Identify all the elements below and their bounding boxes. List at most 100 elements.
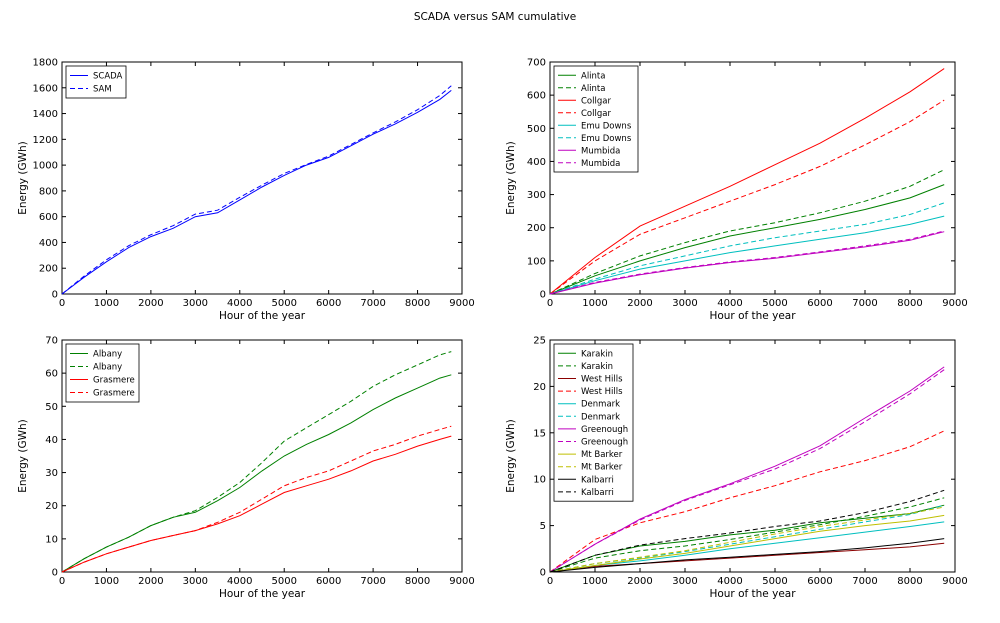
x-tick-label: 9000 [449,298,474,309]
y-tick-label: 100 [527,256,546,267]
series-line [549,184,945,295]
series-line [549,430,945,573]
x-tick-label: 2000 [138,298,163,309]
y-axis-label: Energy (GWh) [17,419,29,492]
y-tick-label: 15 [533,428,546,439]
series-line [549,514,945,573]
x-tick-label: 6000 [807,298,832,309]
x-tick-label: 7000 [360,298,385,309]
y-axis-label: Energy (GWh) [505,141,517,214]
x-tick-label: 6000 [316,576,341,587]
x-tick-label: 0 [547,298,553,309]
series-line [549,68,945,295]
x-tick-label: 2000 [627,298,652,309]
legend-entry: Mt Barker [581,450,623,460]
y-tick-label: 1400 [33,109,58,120]
y-tick-label: 1600 [33,83,58,94]
series-line [549,521,945,573]
x-tick-label: 8000 [405,576,430,587]
legend-entry: Karakin [581,349,613,359]
x-tick-label: 1000 [582,298,607,309]
y-tick-label: 40 [45,435,58,446]
legend-entry: Karakin [581,362,613,372]
x-tick-label: 4000 [717,298,742,309]
chart-3: 0 1000 2000 3000 4000 5000 6000 7000 8000 9000 0 10… [17,336,475,601]
x-axis-label: Hour of the year [219,588,306,600]
y-tick-label: 0 [540,290,546,301]
y-tick-label: 0 [540,568,546,579]
x-axis-label: Hour of the year [219,310,306,322]
x-tick-label: 3000 [183,298,208,309]
x-tick-label: 1000 [582,576,607,587]
x-tick-label: 5000 [762,576,787,587]
x-tick-label: 9000 [942,298,967,309]
legend-entry: SCADA [93,72,123,82]
y-tick-label: 600 [527,91,546,102]
x-axis-label: Hour of the year [709,588,796,600]
series-line [61,351,452,573]
series-line [549,202,945,295]
x-tick-label: 3000 [672,298,697,309]
y-tick-label: 300 [527,190,546,201]
legend-entry: Collgar [581,109,611,119]
legend [65,65,127,99]
x-tick-label: 5000 [271,576,296,587]
plot-area [61,61,463,295]
chart-4: 0 1000 2000 3000 4000 5000 6000 7000 8000 9000 0 5 1… [505,336,968,601]
y-tick-label: 10 [533,475,546,486]
legend-entry: Collgar [581,96,611,106]
series-line [549,538,945,573]
legend-entry: SAM [93,85,112,95]
y-tick-label: 1800 [33,58,58,69]
x-tick-label: 5000 [271,298,296,309]
y-tick-label: 200 [527,223,546,234]
legend-entry: Emu Downs [581,134,632,144]
legend-entry: Alinta [581,71,605,81]
y-tick-label: 30 [45,468,58,479]
x-tick-label: 6000 [807,576,832,587]
y-tick-label: 5 [540,521,546,532]
legend-entry: Albany [93,363,122,373]
series-line [549,169,945,295]
figure-title: SCADA versus SAM cumulative [414,11,576,23]
y-tick-label: 50 [45,402,58,413]
legend-entry: Denmark [581,400,620,410]
chart-1: 0 1000 2000 3000 4000 5000 6000 7000 8000 9000 0 20… [17,58,475,323]
x-tick-label: 3000 [672,576,697,587]
legend-entry: Denmark [581,412,620,422]
series-line [549,369,945,573]
series-line [61,435,452,573]
y-tick-label: 200 [39,264,58,275]
series-line [61,90,452,295]
y-tick-label: 500 [527,124,546,135]
y-axis-label: Energy (GWh) [505,419,517,492]
x-tick-label: 3000 [183,576,208,587]
y-tick-label: 70 [45,336,58,347]
legend-entry: Mumbida [581,146,620,156]
legend-entry: Grasmere [93,389,135,399]
series-line [549,215,945,295]
legend-entry: Mumbida [581,159,620,169]
x-tick-label: 9000 [449,576,474,587]
x-tick-label: 7000 [852,298,877,309]
x-tick-label: 7000 [360,576,385,587]
legend-entry: Greenough [581,425,628,435]
series-line [61,85,452,295]
series-line [549,99,945,295]
legend-entry: Alinta [581,84,605,94]
series-line [549,231,945,295]
y-axis-label: Energy (GWh) [17,141,29,214]
legend-entry: West Hills [581,375,623,385]
y-tick-label: 1200 [33,135,58,146]
y-tick-label: 400 [39,238,58,249]
legend-entry: Albany [93,350,122,360]
legend [553,65,639,173]
x-tick-label: 4000 [227,576,252,587]
x-tick-label: 0 [547,576,553,587]
y-tick-label: 20 [533,382,546,393]
x-tick-label: 0 [59,298,65,309]
x-tick-label: 1000 [94,576,119,587]
x-tick-label: 8000 [405,298,430,309]
legend-entry: Kalbarri [581,488,614,498]
